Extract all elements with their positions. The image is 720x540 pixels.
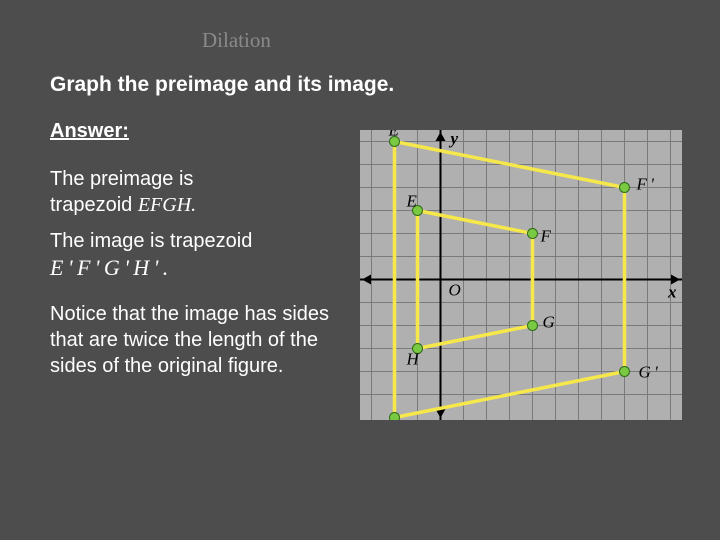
- svg-text:y: y: [449, 130, 459, 148]
- svg-text:H: H: [406, 350, 421, 369]
- svg-text:G ': G ': [639, 363, 659, 382]
- svg-text:x: x: [667, 283, 677, 302]
- p1-shape: EFGH.: [138, 194, 196, 216]
- paragraph-1: The preimage is trapezoid EFGH.: [50, 166, 196, 218]
- svg-text:E ': E ': [388, 130, 407, 140]
- svg-text:F: F: [540, 227, 552, 246]
- page-title: Dilation: [202, 28, 271, 53]
- p1-line2a: trapezoid: [50, 194, 138, 216]
- instruction-text: Graph the preimage and its image.: [50, 73, 394, 97]
- svg-text:O: O: [449, 281, 461, 300]
- p2-line1: The image is trapezoid: [50, 230, 252, 252]
- paragraph-2: The image is trapezoid E ' F ' G ' H ' .: [50, 228, 252, 283]
- p2-shape: E ' F ' G ' H ' .: [50, 255, 168, 280]
- svg-text:E: E: [406, 192, 418, 211]
- svg-text:F ': F ': [636, 175, 655, 194]
- graph-container: E 'F 'G 'H 'EFGHOyx: [360, 130, 682, 420]
- coordinate-graph: E 'F 'G 'H 'EFGHOyx: [360, 130, 682, 420]
- paragraph-3: Notice that the image has sides that are…: [50, 301, 340, 379]
- answer-label: Answer:: [50, 120, 129, 143]
- p1-line1: The preimage is: [50, 168, 193, 190]
- svg-text:G: G: [543, 313, 555, 332]
